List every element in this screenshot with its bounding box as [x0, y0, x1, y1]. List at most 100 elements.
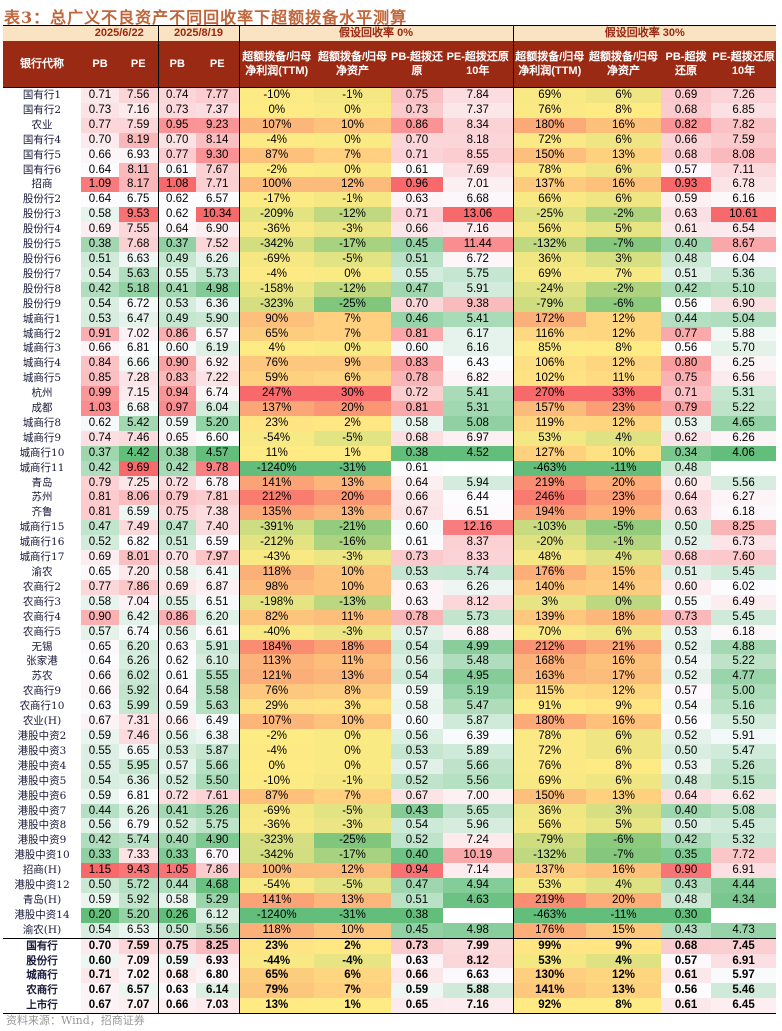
- value-cell: -36%: [238, 818, 314, 834]
- value-cell: 5.19: [443, 684, 514, 700]
- value-cell: 0.41: [157, 281, 196, 297]
- value-cell: 7.40: [196, 520, 239, 536]
- bank-name-cell: 港股中资4: [17, 759, 67, 772]
- bank-name-cell: 苏农: [31, 670, 53, 683]
- value-cell: 6%: [586, 624, 662, 640]
- value-cell: 6.36: [119, 773, 158, 789]
- value-cell: 12%: [586, 415, 662, 431]
- value-cell: 6.04: [711, 251, 777, 267]
- value-cell: 212%: [512, 639, 587, 655]
- value-cell: 13%: [586, 147, 662, 163]
- value-cell: 0.64: [81, 192, 119, 208]
- value-cell: 6%: [586, 132, 662, 148]
- table-row: 青岛 0.79 7.25 0.72 6.78 141% 13% 0.64 5.94 219% 20%…: [3, 475, 777, 491]
- value-cell: 4.88: [711, 639, 777, 655]
- value-cell: 8.12: [443, 953, 514, 969]
- value-cell: 0.51: [661, 565, 712, 580]
- value-cell: 5.94: [443, 475, 514, 491]
- value-cell: -4%: [238, 266, 314, 282]
- value-cell: 5.31: [443, 401, 514, 416]
- value-cell: 0.58: [391, 699, 443, 715]
- value-cell: 10%: [314, 579, 391, 595]
- value-cell: 6.78: [711, 177, 777, 193]
- bank-name-cell: 股份行4: [22, 223, 62, 236]
- value-cell: 0.70: [157, 550, 196, 565]
- table-row: 港股中资8 0.56 6.79 0.52 5.75 -36% -3% 0.54 5.96 56% 5…: [3, 818, 777, 834]
- value-cell: 0.57: [391, 624, 443, 640]
- value-cell: 53%: [512, 953, 587, 969]
- value-cell: 59%: [238, 371, 314, 387]
- value-cell: 7.02: [119, 968, 158, 984]
- value-cell: -17%: [238, 192, 314, 208]
- value-cell: 0.57: [157, 758, 196, 774]
- value-cell: -69%: [238, 251, 314, 267]
- value-cell: -1%: [314, 773, 391, 789]
- value-cell: 0.55: [157, 594, 196, 610]
- value-cell: 0.53: [661, 415, 712, 431]
- value-cell: 20%: [586, 892, 662, 908]
- value-cell: 12%: [586, 356, 662, 372]
- value-cell: 0.96: [391, 177, 443, 193]
- value-cell: 6%: [586, 87, 662, 103]
- value-cell: 0.59: [81, 892, 119, 908]
- value-cell: 13.06: [443, 207, 514, 223]
- value-cell: 79%: [238, 983, 314, 999]
- value-cell: 10.19: [443, 848, 514, 864]
- value-cell: 1.15: [81, 863, 119, 879]
- value-cell: 0.54: [391, 639, 443, 655]
- value-cell: -43%: [238, 550, 314, 565]
- value-cell: 0.68: [157, 968, 196, 984]
- value-cell: 5.87: [443, 714, 514, 729]
- value-cell: 76%: [512, 758, 587, 774]
- value-cell: 6.26: [711, 430, 777, 446]
- value-cell: 12.16: [443, 520, 514, 536]
- value-cell: 5.50: [711, 714, 777, 729]
- value-cell: -132%: [512, 237, 587, 252]
- bank-name-cell: 成都: [31, 402, 53, 415]
- value-cell: 8.67: [711, 237, 777, 252]
- value-cell: 4.65: [711, 415, 777, 431]
- value-cell: 0.72: [157, 788, 196, 804]
- value-cell: 5.41: [443, 386, 514, 402]
- value-cell: 0.42: [81, 460, 119, 476]
- source-note: 资料来源：Wind，招商证券: [6, 1014, 145, 1027]
- value-cell: 36%: [512, 251, 587, 267]
- value-cell: 4%: [238, 341, 314, 357]
- value-cell: 13%: [314, 892, 391, 908]
- value-cell: 7.37: [196, 102, 239, 118]
- value-cell: 6.65: [119, 743, 158, 759]
- value-cell: 23%: [238, 937, 314, 954]
- value-cell: 5%: [586, 818, 662, 834]
- value-cell: 8.18: [443, 132, 514, 148]
- value-cell: 6.47: [119, 311, 158, 327]
- value-cell: 9%: [314, 356, 391, 372]
- table-row: 国有行4 0.70 8.19 0.70 8.14 -4% 0% 0.70 8.18 72% 6% 0.…: [3, 132, 777, 148]
- value-cell: 0%: [314, 162, 391, 178]
- value-cell: 4.34: [711, 892, 777, 908]
- value-cell: 5.91: [196, 639, 239, 655]
- table-row: 无锡 0.65 6.20 0.63 5.91 184% 18% 0.54 4.99 212% 21%…: [3, 639, 777, 655]
- value-cell: 5.66: [196, 758, 239, 774]
- value-cell: 0.77: [661, 326, 712, 342]
- value-cell: 9%: [586, 937, 662, 954]
- value-cell: 157%: [512, 401, 587, 416]
- value-cell: -36%: [238, 222, 314, 238]
- value-cell: 0.43: [661, 922, 712, 939]
- table-row: 杭州 0.99 7.15 0.94 6.74 247% 30% 0.72 5.41 270% 33%…: [3, 386, 777, 402]
- value-cell: 5.47: [711, 743, 777, 759]
- value-cell: 5.91: [443, 281, 514, 297]
- value-cell: 7.59: [119, 117, 158, 133]
- value-cell: 0.41: [157, 803, 196, 819]
- value-cell: 6.82: [443, 371, 514, 387]
- bank-name-cell: 农商行9: [22, 685, 62, 698]
- table-row: 苏州 0.81 8.06 0.79 7.81 212% 20% 0.66 6.44 246% 23%…: [3, 490, 777, 506]
- value-cell: 5.41: [443, 311, 514, 327]
- value-cell: 7.33: [119, 848, 158, 864]
- value-cell: 5.95: [119, 758, 158, 774]
- value-cell: 5.65: [443, 803, 514, 819]
- value-cell: 0.61: [157, 162, 196, 178]
- value-cell: 0.81: [81, 490, 119, 506]
- table-row: 农商行5 0.57 6.74 0.56 6.61 -40% -3% 0.57 6.88 70% 6%…: [3, 624, 777, 640]
- value-cell: 0.67: [81, 983, 119, 999]
- value-cell: 0%: [314, 758, 391, 774]
